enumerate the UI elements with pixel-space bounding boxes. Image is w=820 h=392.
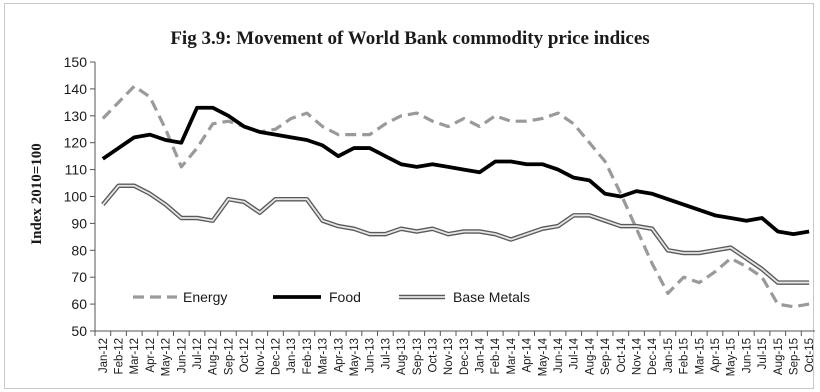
x-tick-label: Jan-14	[475, 337, 487, 373]
x-tick-label: Dec-13	[459, 338, 471, 375]
y-tick-labels: 50 60 70 80 90 100 110 120 130 140 150	[64, 54, 88, 339]
x-tick-label: Feb-15	[679, 338, 691, 374]
x-tick-label: Oct-12	[239, 338, 251, 373]
legend-item-food: Food	[273, 289, 361, 305]
x-tick-label: Sep-12	[223, 338, 235, 375]
series-line-food	[101, 105, 810, 237]
legend-label: Food	[329, 289, 361, 305]
x-tick-label: Jul-12	[192, 338, 204, 369]
x-tick-label: May-15	[726, 338, 738, 376]
x-tick-label: Apr-14	[522, 337, 534, 372]
x-tick-label: Sep-13	[412, 338, 424, 375]
x-tick-label: May-14	[537, 337, 549, 376]
legend-label: Energy	[183, 289, 227, 305]
y-tick-label: 70	[71, 269, 87, 285]
x-tick-label: Jun-15	[741, 338, 753, 373]
data-point-energy	[777, 304, 778, 305]
series-line-outer	[101, 183, 810, 285]
x-tick-label: Jan-15	[663, 338, 675, 373]
x-tick-label: Apr-12	[145, 338, 157, 373]
x-tick-label: Oct-15	[804, 338, 815, 373]
x-tick-label: Oct-13	[427, 338, 439, 373]
legend-label: Base Metals	[453, 289, 530, 305]
x-tick-label: Apr-13	[333, 338, 345, 373]
x-tick-label: Jul-15	[757, 338, 769, 369]
data-point-energy	[730, 258, 731, 259]
x-tick-label: Dec-12	[271, 338, 283, 375]
legend-item-base-metals: Base Metals	[399, 289, 530, 305]
x-tick-label: Nov-12	[255, 338, 267, 375]
x-tick-label: Mar-15	[694, 338, 706, 374]
series-line-energy	[101, 84, 810, 309]
x-tick-label: Aug-15	[773, 338, 785, 375]
x-tick-label: Jun-12	[176, 338, 188, 373]
data-points	[102, 86, 810, 308]
x-tick-label: Feb-14	[490, 337, 502, 374]
data-point-energy	[510, 121, 511, 122]
x-tick-label: Aug-12	[208, 338, 220, 375]
x-tick-label: Feb-13	[302, 338, 314, 374]
series-line-base-metals	[101, 183, 810, 285]
y-tick-label: 50	[71, 323, 87, 339]
y-tick-label: 90	[71, 215, 87, 231]
x-tick-label: Nov-14	[632, 337, 644, 375]
data-point-energy	[746, 266, 747, 267]
y-tick-label: 60	[71, 296, 87, 312]
x-tick-label: May-13	[349, 338, 361, 376]
data-point-energy	[196, 147, 197, 148]
x-tick-label: Jan-13	[286, 338, 298, 373]
x-tick-label: Aug-14	[584, 337, 596, 375]
x-tick-label: Dec-14	[647, 337, 659, 375]
x-tick-label: Jan-12	[98, 338, 110, 373]
x-tick-labels: Jan-12 Feb-12 Mar-12 Apr-12 May-12 Jun-12 Jul-…	[98, 337, 815, 376]
chart-title: Fig 3.9: Movement of World Bank commodit…	[170, 28, 649, 49]
x-tick-label: Mar-12	[129, 338, 141, 374]
series-line-inner	[102, 184, 810, 284]
x-tick-label: Jul-14	[569, 337, 581, 369]
x-tick-label: Nov-13	[443, 338, 455, 375]
axes	[90, 61, 815, 336]
x-tick-label: Jun-13	[365, 338, 377, 373]
legend-item-energy: Energy	[133, 289, 227, 305]
x-tick-label: Aug-13	[396, 338, 408, 375]
x-tick-label: Sep-14	[600, 337, 612, 375]
y-tick-label: 110	[65, 162, 88, 178]
x-tick-label: Mar-13	[318, 338, 330, 374]
x-tick-label: Jul-13	[380, 338, 392, 369]
x-tick-label: Jun-14	[553, 337, 565, 373]
legend: Energy Food Base Metals	[133, 289, 530, 305]
x-tick-label: May-12	[161, 338, 173, 376]
y-tick-label: 130	[64, 108, 88, 124]
y-tick-label: 140	[64, 81, 88, 97]
y-axis-label: Index 2010=100	[29, 143, 45, 244]
x-tick-label: Oct-14	[616, 337, 628, 372]
y-tick-label: 120	[64, 135, 88, 151]
data-point-energy	[761, 277, 762, 278]
data-point-energy	[495, 115, 496, 116]
y-tick-label: 80	[71, 242, 87, 258]
y-tick-label: 150	[64, 54, 88, 70]
x-tick-label: Apr-15	[710, 338, 722, 373]
data-point-energy	[793, 306, 794, 307]
data-point-energy	[149, 96, 150, 97]
line-chart: Fig 3.9: Movement of World Bank commodit…	[29, 28, 815, 376]
series-lines	[101, 84, 810, 309]
chart-figure: Fig 3.9: Movement of World Bank commodit…	[4, 3, 815, 389]
y-tick-label: 100	[64, 189, 88, 205]
data-point-energy	[165, 129, 166, 130]
x-tick-label: Feb-12	[114, 338, 126, 374]
x-tick-label: Sep-15	[788, 338, 800, 375]
x-tick-label: Mar-14	[506, 337, 518, 374]
